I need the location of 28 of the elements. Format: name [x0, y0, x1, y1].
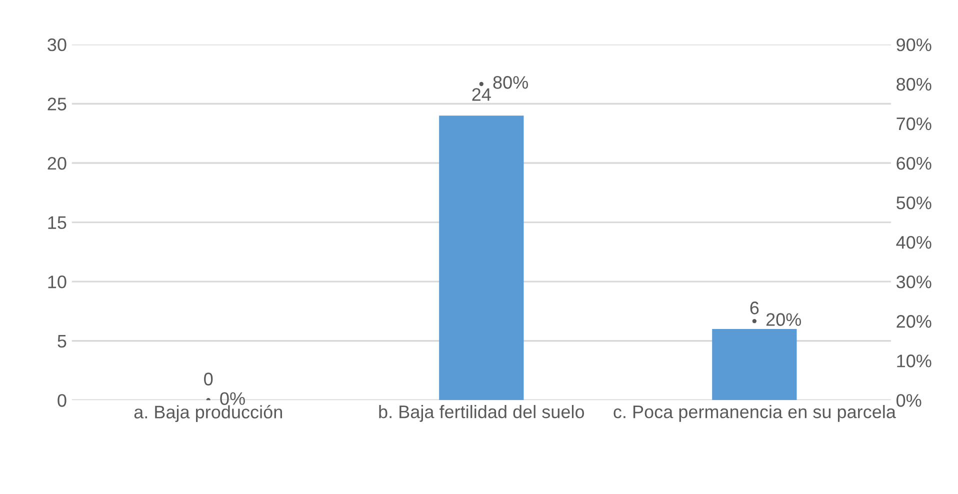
x-tick-label: a. Baja producción	[134, 405, 282, 422]
y2-tick-label: 50%	[896, 196, 932, 210]
data-label: 0%	[220, 392, 245, 405]
y2-tick-label: 60%	[896, 156, 932, 170]
data-label: 24	[472, 88, 491, 101]
data-label: 0	[204, 372, 213, 386]
data-label: 6	[750, 302, 759, 314]
x-tick-label: b. Baja fertilidad del suelo	[379, 405, 584, 422]
data-label: 20%	[766, 313, 802, 326]
x-tick-label: c. Poca permanencia en su parcela	[614, 405, 896, 422]
y-tick-label: 30	[48, 38, 66, 52]
y2-tick-label: 40%	[896, 236, 932, 249]
y-tick-label: 25	[48, 98, 66, 110]
point	[752, 319, 757, 324]
y-tick-label: 5	[58, 334, 66, 348]
y2-tick-label: 90%	[896, 38, 932, 52]
y-tick-label: 10	[48, 276, 66, 288]
y-tick-label: 0	[58, 394, 66, 407]
y2-tick-label: 30%	[896, 276, 932, 288]
point	[479, 82, 484, 86]
y-tick-label: 15	[48, 216, 66, 230]
y2-tick-label: 10%	[897, 354, 932, 368]
data-label: 80%	[493, 76, 528, 89]
y2-tick-label: 70%	[896, 117, 932, 130]
y2-tick-label: 80%	[896, 78, 932, 91]
y2-tick-label: 0%	[896, 394, 922, 407]
y2-tick-label: 20%	[896, 315, 932, 328]
y-tick-label: 20	[48, 156, 66, 170]
